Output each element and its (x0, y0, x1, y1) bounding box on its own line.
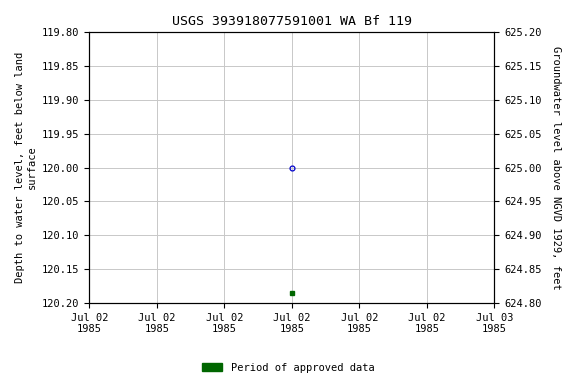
Title: USGS 393918077591001 WA Bf 119: USGS 393918077591001 WA Bf 119 (172, 15, 412, 28)
Legend: Period of approved data: Period of approved data (198, 359, 378, 377)
Y-axis label: Depth to water level, feet below land
surface: Depth to water level, feet below land su… (15, 52, 37, 283)
Y-axis label: Groundwater level above NGVD 1929, feet: Groundwater level above NGVD 1929, feet (551, 46, 561, 290)
